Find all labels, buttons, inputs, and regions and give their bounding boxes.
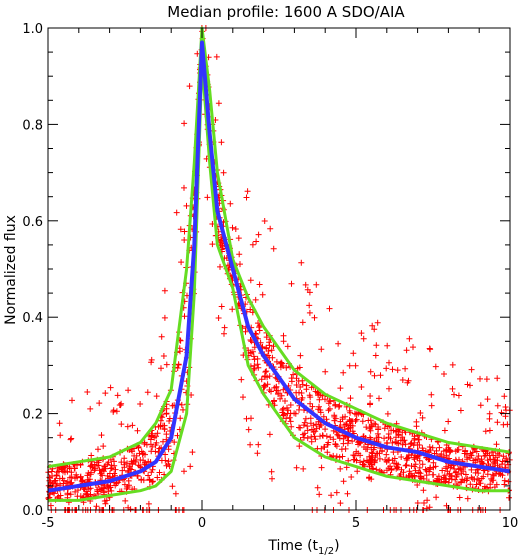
lower-percentile-line: [48, 60, 510, 502]
x-tick-label: 10: [502, 516, 519, 531]
y-tick-label: 0.4: [22, 311, 43, 326]
y-tick-label: 0.0: [22, 504, 43, 519]
y-tick-label: 0.6: [22, 215, 43, 230]
x-tick-label: 5: [352, 516, 360, 531]
axis-ticks: -5 0 5 10 0.0 0.2 0.4 0.6 0.8 1.0: [22, 22, 518, 531]
x-axis-label-subscript: 1/2: [318, 546, 334, 557]
median-line: [47, 40, 511, 493]
x-tick-label: -5: [42, 516, 55, 531]
x-tick-label: 0: [198, 516, 206, 531]
profile-lines: [47, 26, 511, 502]
upper-percentile-line: [47, 26, 511, 469]
x-axis-label-main: Time (t: [267, 538, 318, 554]
x-axis-label: Time (t1/2): [267, 538, 339, 557]
y-tick-label: 1.0: [22, 22, 43, 37]
y-tick-label: 0.2: [22, 408, 43, 423]
plot-frame: [47, 27, 511, 511]
y-axis-label: Normalized flux: [3, 215, 19, 325]
chart-title: Median profile: 1600 A SDO/AIA: [167, 3, 405, 21]
x-axis-label-close: ): [334, 538, 339, 554]
y-tick-label: 0.8: [22, 118, 43, 133]
